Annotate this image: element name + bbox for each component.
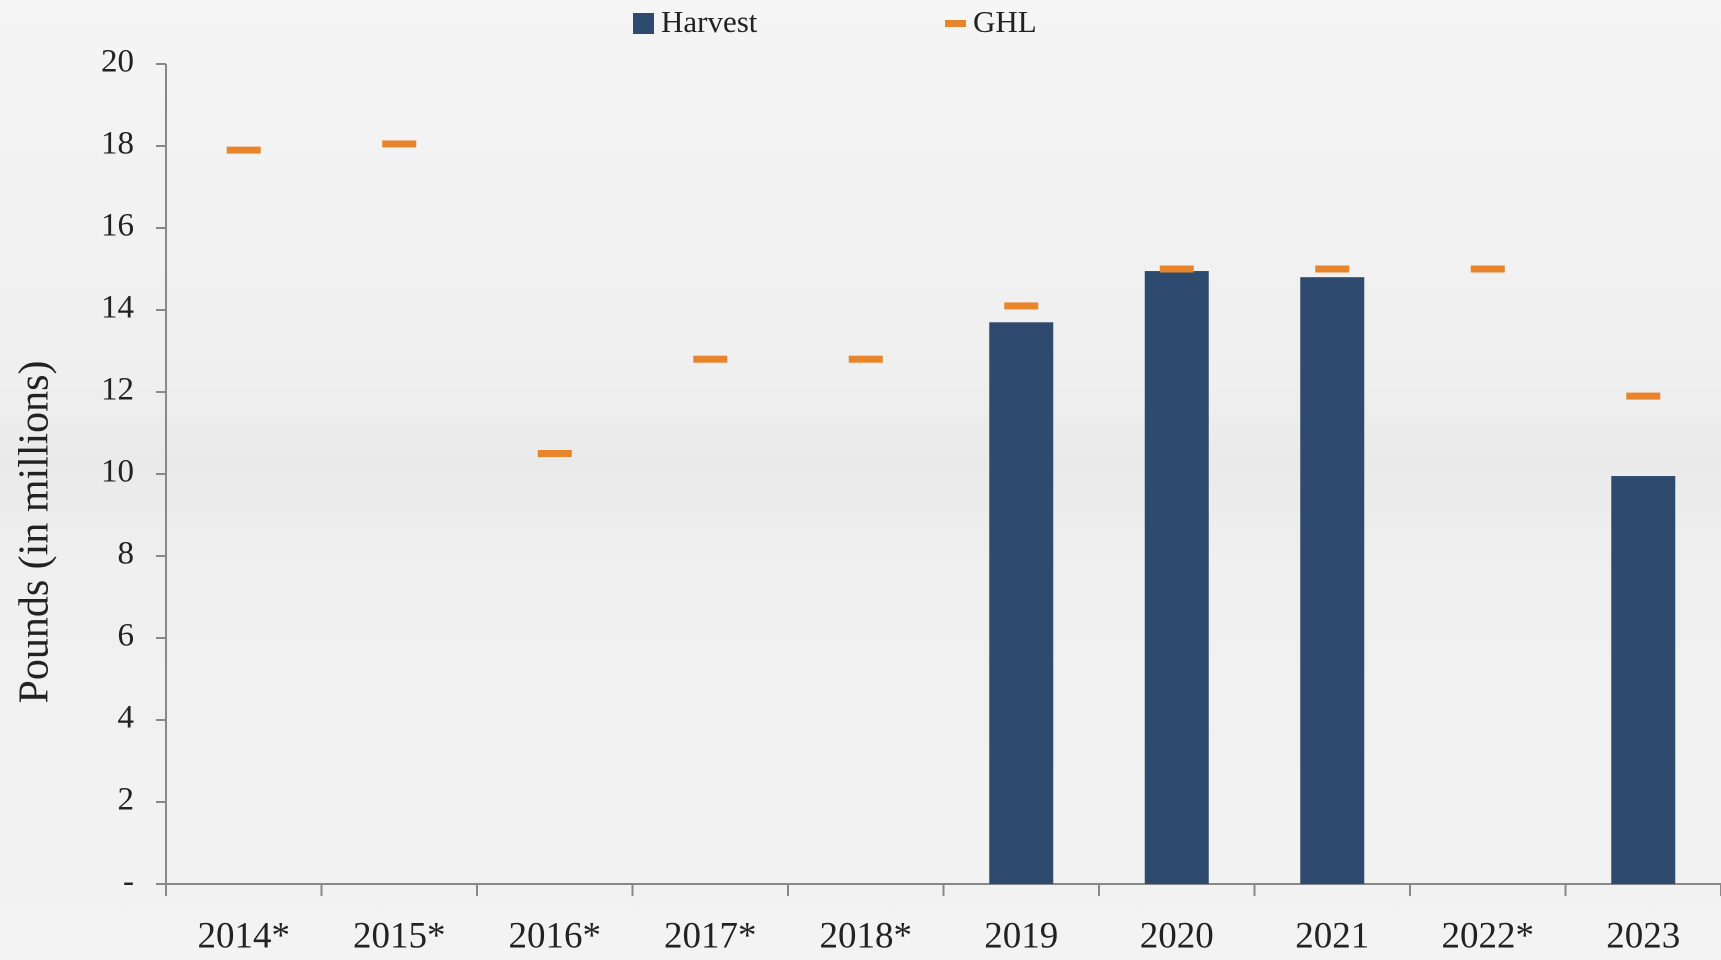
y-tick-label: 8	[118, 536, 135, 572]
ghl-marker	[382, 140, 416, 147]
legend-label: Harvest	[661, 4, 758, 39]
y-tick-label: 2	[118, 782, 135, 818]
ghl-marker	[1471, 266, 1505, 273]
bar	[1611, 476, 1675, 884]
legend-label: GHL	[973, 4, 1037, 39]
y-tick-label: 20	[101, 44, 134, 80]
bar	[1300, 277, 1364, 884]
ghl-marker	[1315, 266, 1349, 273]
x-tick-label: 2020	[1140, 915, 1214, 956]
ghl-marker	[227, 147, 261, 154]
ghl-marker	[849, 356, 883, 363]
ghl-marker	[1626, 393, 1660, 400]
legend-swatch	[945, 20, 966, 27]
y-tick-label: 4	[118, 700, 135, 736]
ghl-marker	[538, 450, 572, 457]
y-tick-label: 18	[101, 126, 134, 162]
bar	[989, 322, 1053, 884]
x-tick-label: 2023	[1606, 915, 1680, 956]
y-axis-label: Pounds (in millions)	[12, 360, 58, 703]
y-tick-label: 10	[101, 454, 134, 490]
ghl-marker	[1160, 266, 1194, 273]
chart: Pounds (in millions) -246810121416182020…	[0, 0, 1721, 960]
x-tick-label: 2018*	[820, 915, 913, 956]
legend-swatch	[633, 13, 654, 34]
x-tick-label: 2014*	[198, 915, 291, 956]
y-tick-label: 16	[101, 208, 134, 244]
x-tick-label: 2022*	[1442, 915, 1535, 956]
x-tick-label: 2017*	[664, 915, 757, 956]
x-tick-label: 2021	[1295, 915, 1369, 956]
y-tick-label: 14	[101, 290, 134, 326]
bar	[1145, 271, 1209, 884]
y-tick-label: -	[123, 864, 134, 900]
x-tick-label: 2015*	[353, 915, 446, 956]
y-tick-label: 6	[118, 618, 135, 654]
x-tick-label: 2016*	[509, 915, 602, 956]
ghl-marker	[693, 356, 727, 363]
ghl-marker	[1004, 302, 1038, 309]
x-tick-label: 2019	[984, 915, 1058, 956]
y-tick-label: 12	[101, 372, 134, 408]
